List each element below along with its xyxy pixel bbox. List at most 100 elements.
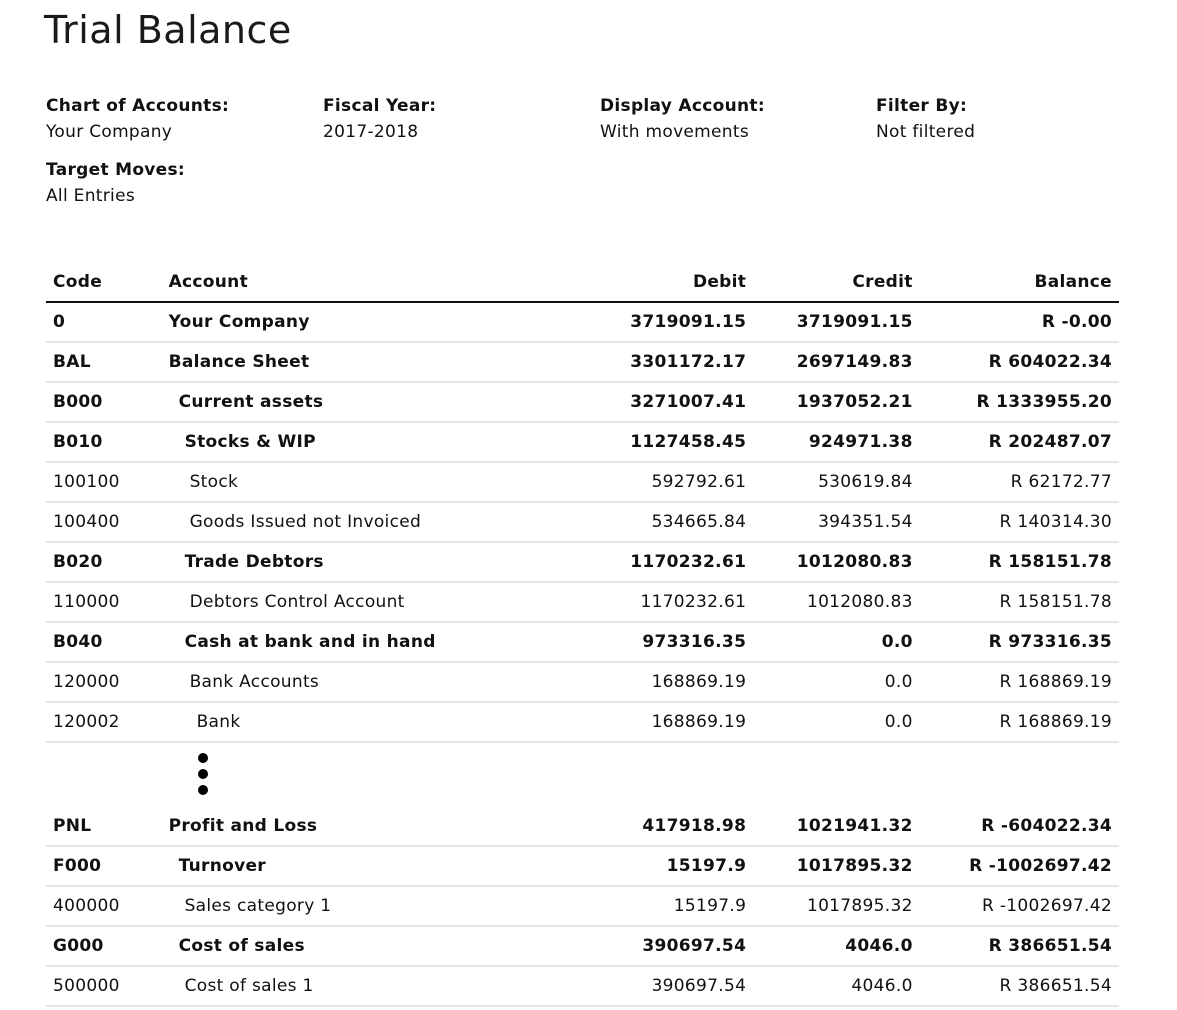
cell-credit: 1012080.83 xyxy=(753,542,920,583)
table-header-row: Code Account Debit Credit Balance xyxy=(46,263,1119,303)
table-row: J000Administrative expenses12023.540.0R … xyxy=(46,1006,1119,1010)
cell-debit: 12023.54 xyxy=(531,1006,754,1010)
vertical-ellipsis-icon xyxy=(198,752,208,795)
column-header-account: Account xyxy=(161,263,532,303)
ellipsis-dot xyxy=(198,768,208,779)
cell-code: 0 xyxy=(46,302,162,343)
table-row: 100100 Stock 592792.61 530619.84 R 62172.77 xyxy=(46,462,1119,503)
filter-label: Target Moves: xyxy=(46,160,186,180)
cell-debit: 15197.9 xyxy=(531,886,754,927)
cell-account: Turnover xyxy=(161,846,532,887)
cell-balance: R -0.00 xyxy=(919,302,1119,343)
cell-code: 400000 xyxy=(46,886,162,927)
cell-credit: 4046.0 xyxy=(753,926,920,967)
column-header-credit: Credit xyxy=(753,263,920,303)
cell-code: 110000 xyxy=(46,582,162,623)
table-row: PNL Profit and Loss 417918.98 1021941.32 R -… xyxy=(46,807,1119,847)
cell-account: Your Company xyxy=(161,302,532,343)
cell-balance: R 158151.78 xyxy=(919,542,1119,583)
cell-account: Current assets xyxy=(161,382,532,423)
cell-account: Cost of sales 1 xyxy=(161,966,532,1007)
filter-value: With movements xyxy=(600,122,749,142)
cell-code: G000 xyxy=(46,926,162,967)
table-row: 400000 Sales category 1 15197.9 1017895.32 R… xyxy=(46,886,1119,927)
table-row: B000 Current assets 3271007.41 1937052.21 R … xyxy=(46,382,1119,423)
cell-code: B020 xyxy=(46,542,162,583)
table-row: B020 Trade Debtors 1170232.61 1012080.83 R 1… xyxy=(46,542,1119,583)
cell-balance: R 604022.34 xyxy=(919,342,1119,383)
cell-debit: 1170232.61 xyxy=(531,582,754,623)
cell-balance: R 973316.35 xyxy=(919,622,1119,663)
cell-debit: 15197.9 xyxy=(531,846,754,887)
cell-credit: 394351.54 xyxy=(753,502,920,543)
cell-credit: 2697149.83 xyxy=(753,342,920,383)
cell-code: B010 xyxy=(46,422,162,463)
cell-code: 120002 xyxy=(46,702,162,743)
filter-chart-of-accounts: Chart of Accounts: Your Company xyxy=(46,93,229,145)
cell-balance: R -1002697.42 xyxy=(919,846,1119,887)
cell-debit: 3719091.15 xyxy=(531,302,754,343)
filter-value: Not filtered xyxy=(876,122,976,142)
cell-account: Trade Debtors xyxy=(161,542,532,583)
cell-account: Administrative expenses xyxy=(161,1006,532,1010)
page-title: Trial Balance xyxy=(44,8,292,52)
cell-account: Debtors Control Account xyxy=(161,582,532,623)
cell-account: Bank Accounts xyxy=(161,662,532,703)
cell-debit: 3271007.41 xyxy=(531,382,754,423)
cell-account: Cost of sales xyxy=(161,926,532,967)
filter-value: All Entries xyxy=(46,186,135,206)
column-header-debit: Debit xyxy=(531,263,754,303)
cell-credit: 1017895.32 xyxy=(753,846,920,887)
cell-account: Profit and Loss xyxy=(161,807,532,847)
cell-account: Bank xyxy=(161,702,532,743)
table-row: G000 Cost of sales 390697.54 4046.0 R 386651… xyxy=(46,926,1119,967)
cell-code: 100400 xyxy=(46,502,162,543)
cell-balance: R 168869.19 xyxy=(919,662,1119,703)
ellipsis-cell xyxy=(46,742,1119,807)
cell-debit: 168869.19 xyxy=(531,662,754,703)
column-header-balance: Balance xyxy=(919,263,1119,303)
cell-balance: R 1333955.20 xyxy=(919,382,1119,423)
cell-credit: 1021941.32 xyxy=(753,807,920,847)
filter-value: Your Company xyxy=(46,122,173,142)
cell-code: B040 xyxy=(46,622,162,663)
cell-balance: R 140314.30 xyxy=(919,502,1119,543)
table-row: B010 Stocks & WIP 1127458.45 924971.38 R 202… xyxy=(46,422,1119,463)
trial-balance-table: Code Account Debit Credit Balance 0 Your … xyxy=(46,263,1119,1010)
cell-code: 120000 xyxy=(46,662,162,703)
cell-balance: R -1002697.42 xyxy=(919,886,1119,927)
cell-credit: 530619.84 xyxy=(753,462,920,503)
filter-label: Filter By: xyxy=(876,96,968,116)
cell-credit: 1937052.21 xyxy=(753,382,920,423)
cell-credit: 0.0 xyxy=(753,1006,920,1010)
filter-target-moves: Target Moves: All Entries xyxy=(46,157,185,209)
cell-debit: 3301172.17 xyxy=(531,342,754,383)
cell-credit: 1017895.32 xyxy=(753,886,920,927)
cell-balance: R 62172.77 xyxy=(919,462,1119,503)
cell-debit: 390697.54 xyxy=(531,926,754,967)
cell-code: BAL xyxy=(46,342,162,383)
cell-balance: R 202487.07 xyxy=(919,422,1119,463)
table-body: 0 Your Company 3719091.15 3719091.15 R -0.00… xyxy=(46,302,1119,1010)
column-header-code: Code xyxy=(46,263,162,303)
cell-account: Stock xyxy=(161,462,532,503)
table-row: 120002 Bank 168869.19 0.0 R 168869.19 xyxy=(46,702,1119,743)
cell-debit: 973316.35 xyxy=(531,622,754,663)
cell-credit: 0.0 xyxy=(753,622,920,663)
cell-account: Balance Sheet xyxy=(161,342,532,383)
cell-credit: 4046.0 xyxy=(753,966,920,1007)
cell-code: J000 xyxy=(46,1006,162,1010)
cell-credit: 0.0 xyxy=(753,702,920,743)
table-row: BAL Balance Sheet 3301172.17 2697149.83 R 60… xyxy=(46,342,1119,383)
cell-account: Cash at bank and in hand xyxy=(161,622,532,663)
filter-label: Fiscal Year: xyxy=(323,96,437,116)
cell-code: PNL xyxy=(46,807,162,847)
table-row: 100400 Goods Issued not Invoiced 534665.84… xyxy=(46,502,1119,543)
filter-filter-by: Filter By: Not filtered xyxy=(876,93,975,145)
cell-balance: R 158151.78 xyxy=(919,582,1119,623)
ellipsis-dot xyxy=(198,784,208,795)
cell-credit: 1012080.83 xyxy=(753,582,920,623)
filter-value: 2017-2018 xyxy=(323,122,419,142)
cell-credit: 924971.38 xyxy=(753,422,920,463)
